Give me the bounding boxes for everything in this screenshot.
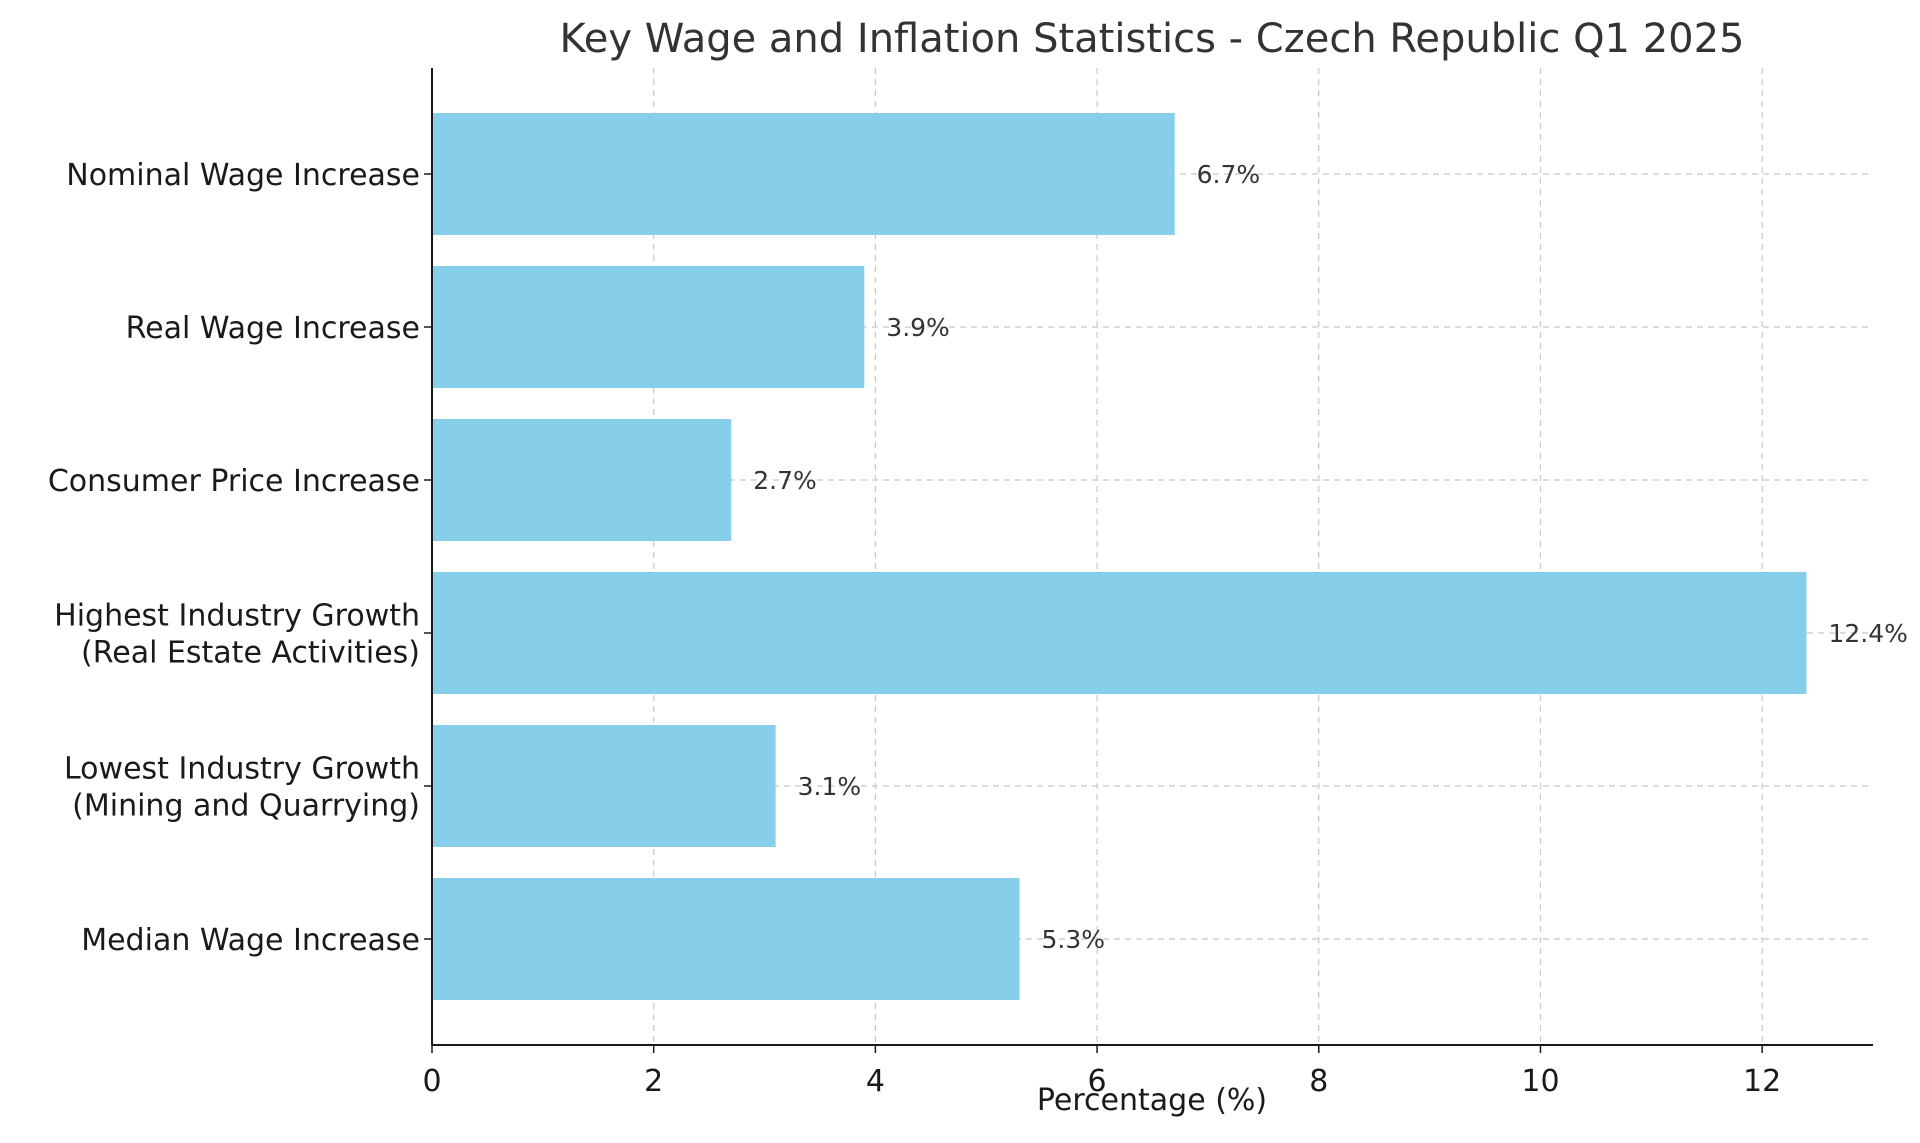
bar (432, 725, 776, 847)
value-label: 5.3% (1041, 925, 1105, 954)
category-label: Nominal Wage Increase (66, 158, 420, 193)
x-tick-label: 4 (866, 1064, 885, 1099)
value-label: 3.9% (886, 313, 950, 342)
bar (432, 572, 1807, 694)
bar (432, 266, 865, 388)
value-label: 6.7% (1197, 160, 1261, 189)
category-label: Real Wage Increase (126, 311, 420, 346)
x-tick-label: 12 (1743, 1064, 1781, 1099)
value-label: 12.4% (1828, 619, 1907, 648)
value-labels: 6.7% 3.9% 2.7% 12.4% 3.1% 5.3% (753, 160, 1908, 954)
chart-title: Key Wage and Inflation Statistics - Czec… (559, 16, 1744, 62)
bar (432, 419, 732, 541)
bar (432, 878, 1020, 1000)
x-tick-label: 6 (1088, 1064, 1107, 1099)
bars (432, 113, 1807, 1000)
axes (424, 68, 1873, 1053)
value-label: 3.1% (798, 772, 862, 801)
bar (432, 113, 1175, 235)
x-tick-label: 0 (422, 1064, 441, 1099)
category-label: Consumer Price Increase (48, 464, 420, 499)
category-labels: Nominal Wage Increase Real Wage Increase C… (48, 158, 420, 958)
category-label: Median Wage Increase (81, 923, 420, 958)
value-label: 2.7% (753, 466, 817, 495)
x-tick-label: 2 (644, 1064, 663, 1099)
category-label: Lowest Industry Growth (64, 752, 420, 787)
category-label: (Mining and Quarrying) (72, 789, 420, 824)
category-label: (Real Estate Activities) (81, 636, 420, 671)
x-tick-label: 8 (1309, 1064, 1328, 1099)
x-axis-label: Percentage (%) (1037, 1083, 1267, 1118)
category-label: Highest Industry Growth (54, 599, 420, 634)
x-tick-labels: 0 2 4 6 8 10 12 (422, 1064, 1781, 1099)
x-tick-label: 10 (1521, 1064, 1559, 1099)
